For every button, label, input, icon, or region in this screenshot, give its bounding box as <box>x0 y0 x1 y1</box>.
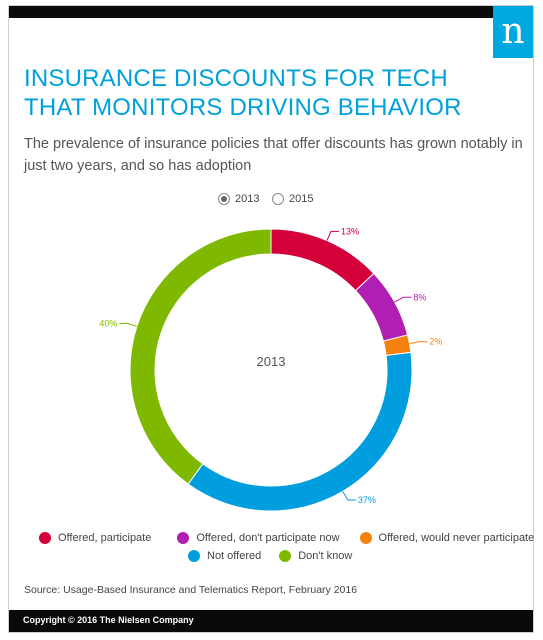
leader-line-1 <box>394 296 412 303</box>
legend-swatch <box>39 532 51 544</box>
nielsen-logo-letter: n <box>501 11 525 52</box>
data-label-4: 40% <box>99 318 117 328</box>
legend-swatch <box>177 532 190 544</box>
donut-slice-1[interactable] <box>354 272 409 342</box>
data-label-3: 37% <box>358 495 376 505</box>
page-title: INSURANCE DISCOUNTS FOR TECH THAT MONITO… <box>24 65 462 121</box>
infographic-card: n INSURANCE DISCOUNTS FOR TECH THAT MONI… <box>8 5 534 633</box>
year-toggle-2013[interactable]: 2013 <box>218 190 259 208</box>
page-subtitle: The prevalence of insurance policies tha… <box>24 136 523 174</box>
leader-line-4 <box>119 322 138 327</box>
legend-item-dont-know[interactable]: Don't know <box>298 550 353 562</box>
leader-line-0 <box>326 230 339 241</box>
top-bar <box>9 6 533 18</box>
donut-slice-4[interactable] <box>129 228 272 485</box>
legend-swatch <box>279 550 292 562</box>
data-label-2: 2% <box>429 337 442 347</box>
year-toggle-2015-label: 2015 <box>289 193 314 205</box>
source-note: Source: Usage-Based Insurance and Telema… <box>24 584 358 596</box>
donut-center-label: 2013 <box>257 354 286 369</box>
legend-item-offered-participate[interactable]: Offered, participate <box>58 532 152 544</box>
leader-line-3 <box>342 491 356 501</box>
leader-line-2 <box>409 341 428 345</box>
data-label-1: 8% <box>413 292 426 302</box>
legend-swatch <box>359 532 372 544</box>
year-toggle-2013-label: 2013 <box>235 193 260 205</box>
legend-row-1: Offered, participate Offered, don't part… <box>39 530 534 546</box>
donut-slice-3[interactable] <box>187 351 413 512</box>
radio-2013[interactable] <box>218 193 230 205</box>
data-label-0: 13% <box>341 226 359 236</box>
year-toggle-2015[interactable]: 2015 <box>272 190 313 208</box>
radio-2015[interactable] <box>272 193 284 205</box>
donut-chart: 13% 8% 2% 37% 40% 2013 <box>99 226 442 512</box>
legend-row-2: Not offered Don't know <box>188 548 352 564</box>
legend-item-not-offered[interactable]: Not offered <box>207 550 262 562</box>
legend-item-offered-never-participate[interactable]: Offered, would never participate <box>378 532 535 544</box>
legend-item-offered-dont-participate[interactable]: Offered, don't participate now <box>196 532 340 544</box>
copyright-text: Copyright © 2016 The Nielsen Company <box>23 615 194 625</box>
donut-slice-0[interactable] <box>270 228 375 292</box>
footer-bar: Copyright © 2016 The Nielsen Company <box>9 610 533 632</box>
legend-swatch <box>188 550 200 562</box>
nielsen-logo: n <box>493 6 533 58</box>
